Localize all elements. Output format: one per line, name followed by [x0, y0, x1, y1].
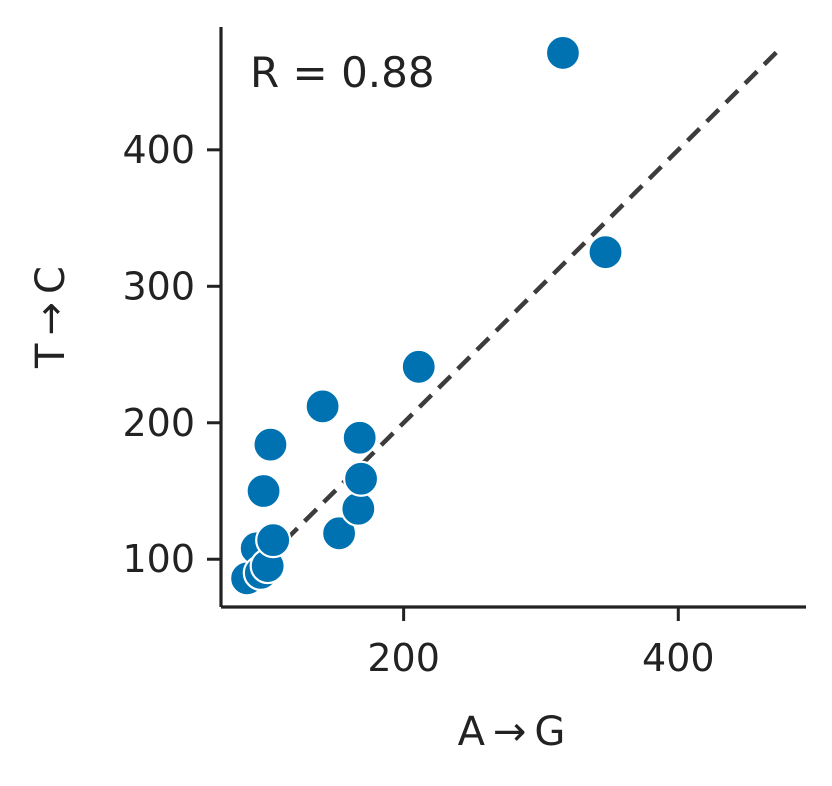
data-point [587, 234, 624, 271]
data-point [340, 490, 377, 527]
data-point [255, 522, 292, 559]
data-point [320, 515, 358, 552]
data-point [252, 426, 289, 463]
y-tick-label: 200 [122, 401, 195, 445]
data-point [304, 388, 341, 425]
data-point [245, 472, 282, 510]
x-tick-label: 400 [642, 636, 715, 680]
y-tick-label: 400 [122, 128, 195, 172]
x-axis-label: A → G [458, 709, 566, 755]
data-point [400, 348, 437, 385]
y-tick-label: 100 [122, 537, 195, 581]
y-tick-label: 300 [122, 264, 195, 308]
identity-reference-line [245, 47, 782, 580]
data-point [544, 34, 582, 72]
x-tick-label: 200 [367, 636, 440, 680]
data-point [342, 460, 380, 497]
data-point [341, 419, 378, 456]
correlation-annotation: R = 0.88 [250, 48, 435, 97]
y-axis-label: T → C [28, 266, 74, 369]
